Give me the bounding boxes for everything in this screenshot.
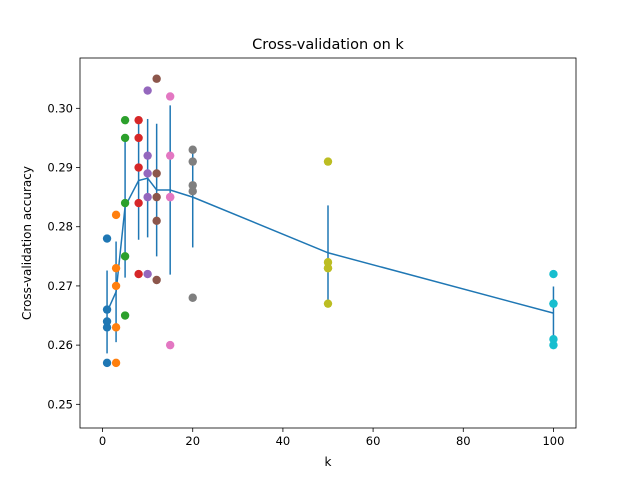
data-points (102, 74, 558, 368)
x-tick-label-60: 60 (366, 434, 381, 448)
point-k-12-2 (152, 192, 161, 202)
point-k-50-2 (323, 157, 333, 166)
point-k-3-3 (111, 210, 121, 220)
x-tick-label-20: 20 (185, 434, 200, 448)
point-k-12-1 (152, 169, 161, 178)
point-k-5-0 (120, 311, 130, 320)
y-tick-label-2: 0.27 (47, 279, 73, 293)
y-tick-label-4: 0.29 (47, 161, 73, 175)
point-k-8-3 (134, 115, 143, 125)
point-k-100-2 (549, 269, 558, 279)
y-tick-label-5: 0.30 (47, 101, 73, 115)
point-k-1-1 (102, 358, 112, 368)
point-k-3-1 (111, 323, 121, 332)
point-k-50-1 (323, 258, 333, 267)
point-k-10-3 (143, 151, 152, 160)
point-k-12-4 (152, 74, 161, 83)
y-tick-label-3: 0.28 (47, 220, 73, 234)
point-k-100-0 (549, 340, 558, 350)
point-k-8-4 (134, 163, 143, 172)
point-k-5-1 (120, 252, 130, 261)
point-k-100-4 (549, 299, 558, 308)
point-k-20-2 (188, 157, 197, 166)
point-k-1-2 (102, 317, 112, 326)
point-k-1-0 (102, 323, 112, 332)
plot-area-frame (79, 57, 577, 429)
point-k-8-0 (134, 269, 143, 279)
y-axis-ticks: 0.25 0.26 0.27 0.28 0.29 0.30 (47, 101, 80, 411)
x-axis-label: k (325, 455, 332, 469)
point-k-10-2 (143, 169, 152, 178)
point-k-1-3 (102, 234, 112, 243)
point-k-15-4 (165, 192, 175, 202)
chart-title: Cross-validation on k (252, 37, 404, 53)
point-k-20-1 (188, 181, 197, 190)
point-k-20-3 (188, 145, 197, 154)
point-k-3-0 (111, 358, 121, 368)
y-tick-label-1: 0.26 (47, 338, 73, 352)
x-tick-label-80: 80 (456, 434, 471, 448)
point-k-50-4 (323, 263, 333, 273)
point-k-12-0 (152, 216, 161, 225)
point-k-8-2 (134, 198, 143, 208)
point-k-1-4 (102, 305, 112, 314)
point-k-20-4 (188, 293, 197, 302)
x-tick-label-40: 40 (276, 434, 291, 448)
point-k-5-4 (120, 133, 130, 143)
point-k-10-1 (143, 86, 152, 95)
point-k-10-4 (143, 192, 152, 202)
point-k-10-0 (143, 269, 152, 279)
point-k-15-0 (165, 340, 175, 350)
point-k-12-3 (152, 275, 161, 285)
point-k-100-3 (549, 335, 558, 344)
y-tick-label-0: 0.25 (47, 397, 73, 411)
x-axis-ticks: 0 20 40 60 80 100 (99, 428, 564, 448)
point-k-15-3 (165, 151, 175, 160)
point-k-3-2 (111, 263, 121, 273)
point-k-50-3 (323, 299, 333, 308)
mean-accuracy-line (106, 177, 554, 314)
point-k-8-1 (134, 133, 143, 143)
point-k-15-1 (165, 92, 175, 101)
point-k-5-2 (120, 198, 130, 208)
x-tick-label-0: 0 (99, 434, 106, 448)
y-axis-label: Cross-validation accuracy (20, 166, 34, 320)
point-k-5-3 (120, 115, 130, 125)
point-k-20-0 (188, 187, 197, 196)
point-k-3-4 (111, 281, 121, 291)
x-tick-label-100: 100 (542, 434, 564, 448)
